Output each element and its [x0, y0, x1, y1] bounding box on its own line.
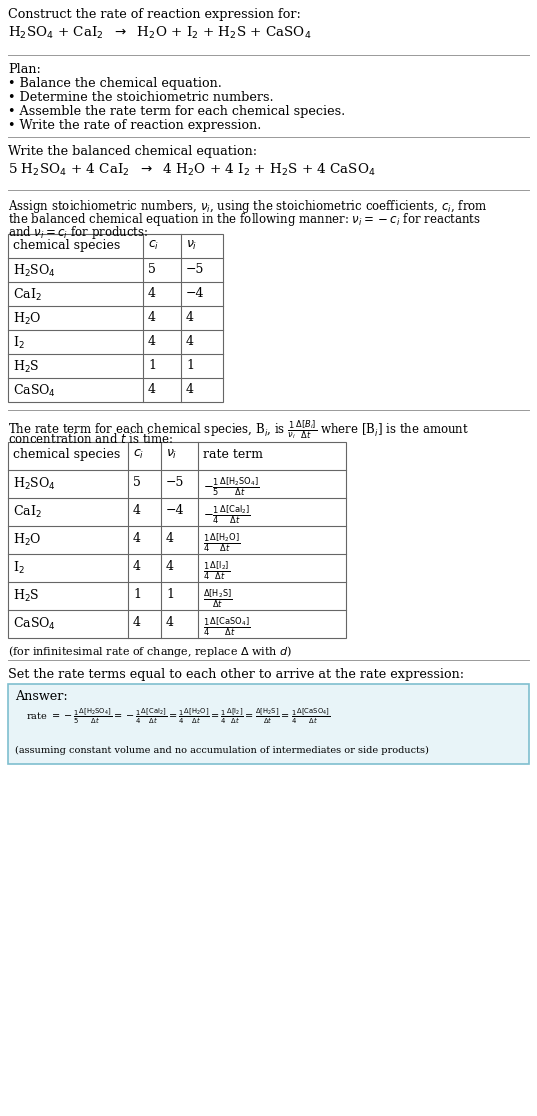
Text: $\nu_i$: $\nu_i$ [166, 448, 177, 461]
Text: (for infinitesimal rate of change, replace $\Delta$ with $d$): (for infinitesimal rate of change, repla… [8, 644, 292, 660]
Text: H$_2$SO$_4$: H$_2$SO$_4$ [13, 263, 56, 279]
Text: 4: 4 [166, 532, 174, 545]
Text: 4: 4 [186, 383, 194, 396]
Text: • Assemble the rate term for each chemical species.: • Assemble the rate term for each chemic… [8, 105, 345, 118]
Text: 4: 4 [148, 311, 156, 324]
Text: 4: 4 [166, 616, 174, 629]
Text: and $\nu_i = c_i$ for products:: and $\nu_i = c_i$ for products: [8, 224, 148, 241]
Text: $\frac{1}{4}\frac{\Delta[\mathrm{I_2}]}{\Delta t}$: $\frac{1}{4}\frac{\Delta[\mathrm{I_2}]}{… [203, 560, 230, 583]
Text: $\frac{\Delta[\mathrm{H_2S}]}{\Delta t}$: $\frac{\Delta[\mathrm{H_2S}]}{\Delta t}$ [203, 588, 233, 610]
Text: • Write the rate of reaction expression.: • Write the rate of reaction expression. [8, 119, 262, 132]
Text: $\frac{1}{4}\frac{\Delta[\mathrm{CaSO_4}]}{\Delta t}$: $\frac{1}{4}\frac{\Delta[\mathrm{CaSO_4}… [203, 616, 250, 638]
Text: $\frac{1}{4}\frac{\Delta[\mathrm{H_2O}]}{\Delta t}$: $\frac{1}{4}\frac{\Delta[\mathrm{H_2O}]}… [203, 532, 241, 555]
Text: −4: −4 [186, 287, 205, 300]
Bar [8, 442, 346, 638]
Text: H$_2$O: H$_2$O [13, 532, 41, 548]
Text: H$_2$S: H$_2$S [13, 359, 40, 375]
Text: I$_2$: I$_2$ [13, 560, 25, 576]
Text: $\nu_i$: $\nu_i$ [186, 239, 198, 252]
Text: H$_2$SO$_4$ + CaI$_2$  $\rightarrow$  H$_2$O + I$_2$ + H$_2$S + CaSO$_4$: H$_2$SO$_4$ + CaI$_2$ $\rightarrow$ H$_2… [8, 25, 311, 41]
Text: $c_i$: $c_i$ [133, 448, 144, 461]
Text: 4: 4 [133, 616, 141, 629]
Text: H$_2$S: H$_2$S [13, 588, 40, 604]
Text: H$_2$SO$_4$: H$_2$SO$_4$ [13, 477, 56, 492]
Text: CaSO$_4$: CaSO$_4$ [13, 616, 56, 632]
Text: 4: 4 [133, 532, 141, 545]
Text: rate $= -\frac{1}{5}\frac{\Delta[\mathrm{H_2SO_4}]}{\Delta t} = -\frac{1}{4}\fra: rate $= -\frac{1}{5}\frac{\Delta[\mathrm… [26, 706, 331, 725]
Text: concentration and $t$ is time:: concentration and $t$ is time: [8, 432, 173, 446]
Text: • Balance the chemical equation.: • Balance the chemical equation. [8, 77, 222, 90]
Text: $-\frac{1}{5}\frac{\Delta[\mathrm{H_2SO_4}]}{\Delta t}$: $-\frac{1}{5}\frac{\Delta[\mathrm{H_2SO_… [203, 477, 259, 499]
Text: CaSO$_4$: CaSO$_4$ [13, 383, 56, 400]
Text: 4: 4 [186, 335, 194, 348]
Text: chemical species: chemical species [13, 448, 120, 461]
Text: 1: 1 [166, 588, 174, 602]
Text: The rate term for each chemical species, B$_i$, is $\frac{1}{\nu_i}\frac{\Delta[: The rate term for each chemical species,… [8, 418, 469, 441]
Text: CaI$_2$: CaI$_2$ [13, 287, 42, 304]
Text: −5: −5 [186, 263, 205, 276]
Text: 4: 4 [186, 311, 194, 324]
Text: chemical species: chemical species [13, 239, 120, 252]
Text: 4: 4 [166, 560, 174, 573]
Text: 5: 5 [133, 477, 141, 489]
Text: Construct the rate of reaction expression for:: Construct the rate of reaction expressio… [8, 8, 301, 21]
Text: rate term: rate term [203, 448, 263, 461]
Text: Plan:: Plan: [8, 62, 41, 76]
Text: Set the rate terms equal to each other to arrive at the rate expression:: Set the rate terms equal to each other t… [8, 668, 464, 681]
Text: −4: −4 [166, 504, 185, 517]
Text: 5 H$_2$SO$_4$ + 4 CaI$_2$  $\rightarrow$  4 H$_2$O + 4 I$_2$ + H$_2$S + 4 CaSO$_: 5 H$_2$SO$_4$ + 4 CaI$_2$ $\rightarrow$ … [8, 162, 376, 179]
Text: 1: 1 [186, 359, 194, 372]
Bar [8, 234, 223, 402]
Text: 4: 4 [133, 504, 141, 517]
Text: 4: 4 [148, 383, 156, 396]
Text: 4: 4 [148, 287, 156, 300]
Text: $-\frac{1}{4}\frac{\Delta[\mathrm{CaI_2}]}{\Delta t}$: $-\frac{1}{4}\frac{\Delta[\mathrm{CaI_2}… [203, 504, 251, 527]
Text: $c_i$: $c_i$ [148, 239, 159, 252]
Text: • Determine the stoichiometric numbers.: • Determine the stoichiometric numbers. [8, 92, 274, 104]
Text: 1: 1 [133, 588, 141, 602]
Text: Write the balanced chemical equation:: Write the balanced chemical equation: [8, 145, 257, 158]
Text: Assign stoichiometric numbers, $\nu_i$, using the stoichiometric coefficients, $: Assign stoichiometric numbers, $\nu_i$, … [8, 198, 488, 215]
Text: I$_2$: I$_2$ [13, 335, 25, 352]
Text: 5: 5 [148, 263, 156, 276]
Text: 4: 4 [148, 335, 156, 348]
Text: CaI$_2$: CaI$_2$ [13, 504, 42, 520]
Text: the balanced chemical equation in the following manner: $\nu_i = -c_i$ for react: the balanced chemical equation in the fo… [8, 211, 481, 228]
Text: 4: 4 [133, 560, 141, 573]
Text: H$_2$O: H$_2$O [13, 311, 41, 327]
Text: −5: −5 [166, 477, 184, 489]
FancyBboxPatch shape [8, 684, 529, 764]
Text: 1: 1 [148, 359, 156, 372]
Text: Answer:: Answer: [15, 690, 68, 703]
Text: (assuming constant volume and no accumulation of intermediates or side products): (assuming constant volume and no accumul… [15, 745, 429, 756]
